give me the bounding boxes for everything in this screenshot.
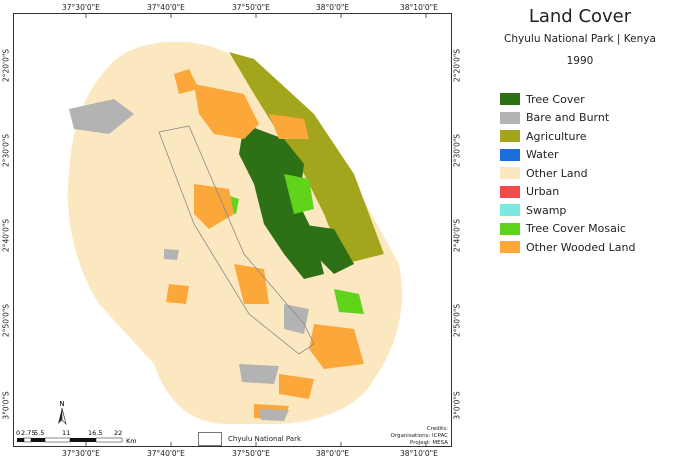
lon-label-top-3: 37°50'0"E bbox=[232, 3, 270, 12]
svg-text:N: N bbox=[59, 400, 64, 408]
park-legend-label: Chyulu National Park bbox=[228, 435, 302, 443]
lat-label-left-2: 2°30'0"S bbox=[1, 133, 11, 168]
legend: Tree Cover Bare and Burnt Agriculture Wa… bbox=[500, 90, 635, 257]
lon-label-bottom-2: 37°40'0"E bbox=[147, 449, 185, 458]
swatch bbox=[500, 241, 520, 254]
north-arrow-and-scale-icon: N 0 2.75 5.5 11 16.5 22 Km bbox=[16, 400, 137, 445]
tree-cover-mosaic-region bbox=[284, 174, 314, 214]
scale-bar: N 0 2.75 5.5 11 16.5 22 Km bbox=[14, 398, 144, 450]
legend-label: Agriculture bbox=[526, 129, 587, 143]
lat-label-right-4: 2°50'0"S bbox=[452, 303, 462, 338]
svg-text:Km: Km bbox=[126, 437, 137, 445]
legend-item-water: Water bbox=[500, 146, 635, 165]
land-cover-map bbox=[67, 14, 427, 446]
legend-item-swamp: Swamp bbox=[500, 201, 635, 220]
legend-label: Bare and Burnt bbox=[526, 111, 610, 125]
lon-label-top-4: 38°0'0"E bbox=[316, 3, 350, 12]
swatch bbox=[500, 204, 520, 217]
swatch bbox=[500, 148, 520, 161]
legend-label: Urban bbox=[526, 185, 560, 199]
svg-text:16.5: 16.5 bbox=[88, 429, 102, 437]
park-swatch bbox=[198, 432, 222, 446]
park-boundary bbox=[158, 125, 315, 355]
credits-project: Project: MESA bbox=[410, 440, 448, 446]
agriculture-region bbox=[229, 52, 384, 264]
legend-label: Other Wooded Land bbox=[526, 240, 636, 254]
lon-label-bottom-4: 38°0'0"E bbox=[316, 449, 350, 458]
legend-item-tree-cover-mosaic: Tree Cover Mosaic bbox=[500, 220, 635, 239]
lon-label-top-5: 38°10'0"E bbox=[400, 3, 438, 12]
legend-item-urban: Urban bbox=[500, 183, 635, 202]
lat-label-left-5: 3°0'0"S bbox=[1, 391, 11, 420]
bare-and-burnt-region bbox=[69, 99, 134, 134]
lon-label-bottom-3: 37°50'0"E bbox=[232, 449, 270, 458]
svg-text:5.5: 5.5 bbox=[34, 429, 44, 437]
park-legend: Chyulu National Park bbox=[198, 432, 301, 446]
other-wooded-land-region bbox=[194, 84, 259, 139]
lat-label-right-3: 2°40'0"S bbox=[452, 218, 462, 253]
svg-text:11: 11 bbox=[62, 429, 70, 437]
credits: Credits: Organisations: ICPAC Project: M… bbox=[380, 426, 448, 447]
swatch bbox=[500, 93, 520, 106]
swatch bbox=[500, 130, 520, 143]
lat-label-right-5: 3°0'0"S bbox=[452, 391, 462, 420]
map-year: 1990 bbox=[566, 55, 594, 67]
map-subtitle: Chyulu National Park | Kenya bbox=[504, 33, 656, 45]
legend-label: Swamp bbox=[526, 203, 567, 217]
legend-item-bare-and-burnt: Bare and Burnt bbox=[500, 109, 635, 128]
swatch bbox=[500, 185, 520, 198]
swatch bbox=[500, 222, 520, 235]
lon-label-bottom-5: 38°10'0"E bbox=[400, 449, 438, 458]
lat-label-left-3: 2°40'0"S bbox=[1, 218, 11, 253]
svg-text:22: 22 bbox=[114, 429, 122, 437]
legend-item-other-land: Other Land bbox=[500, 164, 635, 183]
lat-label-right-2: 2°30'0"S bbox=[452, 133, 462, 168]
legend-item-tree-cover: Tree Cover bbox=[500, 90, 635, 109]
lon-label-top-1: 37°30'0"E bbox=[62, 3, 100, 12]
legend-item-agriculture: Agriculture bbox=[500, 127, 635, 146]
map-frame bbox=[13, 13, 452, 447]
swatch bbox=[500, 111, 520, 124]
tree-cover-region bbox=[239, 124, 324, 279]
legend-label: Tree Cover bbox=[526, 92, 585, 106]
svg-text:0: 0 bbox=[16, 429, 20, 437]
map-title: Land Cover bbox=[528, 6, 632, 27]
swatch bbox=[500, 167, 520, 180]
lon-label-top-2: 37°40'0"E bbox=[147, 3, 185, 12]
legend-label: Tree Cover Mosaic bbox=[526, 222, 626, 236]
lat-label-left-4: 2°50'0"S bbox=[1, 303, 11, 338]
svg-text:2.75: 2.75 bbox=[21, 429, 35, 437]
legend-label: Other Land bbox=[526, 166, 588, 180]
lat-label-left-1: 2°20'0"S bbox=[1, 48, 11, 83]
lon-label-bottom-1: 37°30'0"E bbox=[62, 449, 100, 458]
credits-heading: Credits: bbox=[426, 426, 448, 432]
lat-label-right-1: 2°20'0"S bbox=[452, 48, 462, 83]
credits-organisations: Organisations: ICPAC bbox=[390, 433, 448, 439]
legend-item-other-wooded-land: Other Wooded Land bbox=[500, 238, 635, 257]
legend-label: Water bbox=[526, 148, 559, 162]
